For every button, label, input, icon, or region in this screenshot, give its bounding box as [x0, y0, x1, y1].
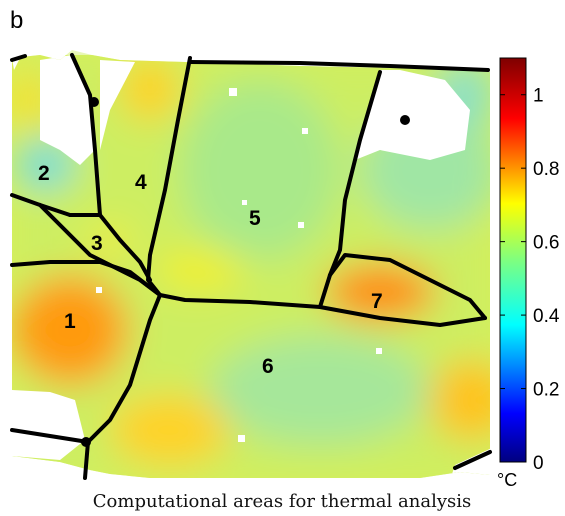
colorbar-tick-label: 0.2 — [533, 380, 559, 401]
marker-dot — [400, 115, 410, 125]
region-label-4: 4 — [135, 171, 147, 194]
colorbar-tick-label: 0.8 — [533, 159, 559, 180]
colorbar-unit: °C — [497, 470, 517, 490]
region-label-3: 3 — [91, 232, 103, 255]
colorbar-gradient — [499, 57, 527, 463]
colorbar-tick-label: 0.6 — [533, 233, 559, 254]
region-label-2: 2 — [38, 162, 50, 185]
marker-dot — [81, 437, 91, 447]
colorbar-tick-label: 0.4 — [533, 306, 560, 327]
region-label-7: 7 — [371, 290, 383, 313]
region-label-1: 1 — [64, 310, 76, 333]
region-boundaries — [10, 53, 492, 480]
figure-caption: Computational areas for thermal analysis — [93, 491, 471, 512]
panel-label: b — [10, 7, 23, 34]
marker-dot — [89, 97, 99, 107]
colorbar: 0 0.2 0.4 0.6 0.8 1 °C — [497, 57, 560, 490]
colorbar-ticks: 0 0.2 0.4 0.6 0.8 1 — [500, 86, 560, 474]
colorbar-tick-label: 0 — [533, 453, 544, 474]
region-labels: 1 2 3 4 5 6 7 — [38, 162, 383, 378]
region-label-6: 6 — [262, 355, 274, 378]
colorbar-tick-label: 1 — [533, 86, 544, 107]
heatmap — [12, 55, 490, 478]
region-label-5: 5 — [249, 207, 261, 230]
